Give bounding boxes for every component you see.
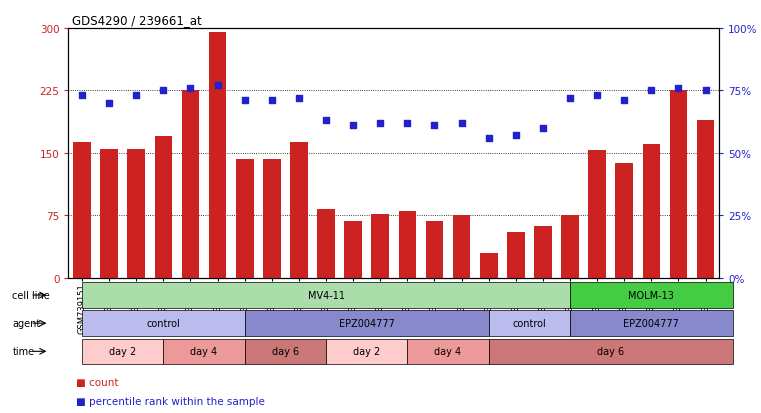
Point [266,98,278,104]
Point [76,93,88,100]
Point [456,120,468,127]
Point [293,95,305,102]
Text: MV4-11: MV4-11 [307,290,345,300]
Bar [616,164,633,278]
Point [347,123,359,129]
Bar [182,91,199,278]
Bar [534,226,552,278]
Text: day 4: day 4 [435,347,462,356]
Text: day 2: day 2 [353,347,380,356]
Bar [561,216,579,278]
Text: day 6: day 6 [597,347,624,356]
Text: ■ percentile rank within the sample: ■ percentile rank within the sample [76,396,265,406]
Bar [317,210,335,278]
Text: control: control [512,318,546,328]
Point [212,83,224,90]
FancyBboxPatch shape [164,339,245,364]
Point [673,85,685,92]
FancyBboxPatch shape [570,311,733,336]
Point [320,118,332,124]
FancyBboxPatch shape [489,311,570,336]
Text: day 6: day 6 [272,347,299,356]
Bar [642,145,661,278]
Bar [344,221,362,278]
Bar [209,33,227,278]
Point [537,125,549,132]
Bar [453,216,470,278]
Point [645,88,658,95]
Point [699,88,712,95]
Bar [425,221,444,278]
Bar [697,120,715,278]
Point [618,98,630,104]
Point [401,120,413,127]
Bar [100,149,118,278]
Bar [127,149,145,278]
FancyBboxPatch shape [245,311,489,336]
Point [158,88,170,95]
FancyBboxPatch shape [82,339,164,364]
Bar [480,253,498,278]
Bar [507,232,524,278]
Text: EPZ004777: EPZ004777 [339,318,395,328]
Point [510,133,522,139]
FancyBboxPatch shape [407,339,489,364]
Bar [670,91,687,278]
Bar [73,142,91,278]
Bar [236,159,253,278]
Bar [588,151,606,278]
Point [130,93,142,100]
FancyBboxPatch shape [82,282,570,308]
Bar [154,137,172,278]
Bar [371,215,389,278]
Point [591,93,603,100]
Bar [263,160,281,278]
Text: MOLM-13: MOLM-13 [629,290,674,300]
Text: GDS4290 / 239661_at: GDS4290 / 239661_at [72,14,202,27]
Bar [290,142,307,278]
Point [564,95,576,102]
FancyBboxPatch shape [570,282,733,308]
FancyBboxPatch shape [245,339,326,364]
Bar [399,211,416,278]
Text: day 2: day 2 [109,347,136,356]
Text: ■ count: ■ count [76,377,119,387]
Point [103,100,115,107]
Point [184,85,196,92]
Text: day 4: day 4 [190,347,218,356]
Point [239,98,251,104]
FancyBboxPatch shape [82,311,245,336]
FancyBboxPatch shape [489,339,733,364]
Point [374,120,387,127]
Text: agent: agent [12,318,40,328]
Text: time: time [12,347,34,356]
Text: EPZ004777: EPZ004777 [623,318,680,328]
Point [428,123,441,129]
Text: control: control [147,318,180,328]
Text: cell line: cell line [12,290,50,300]
FancyBboxPatch shape [326,339,407,364]
Point [482,135,495,142]
